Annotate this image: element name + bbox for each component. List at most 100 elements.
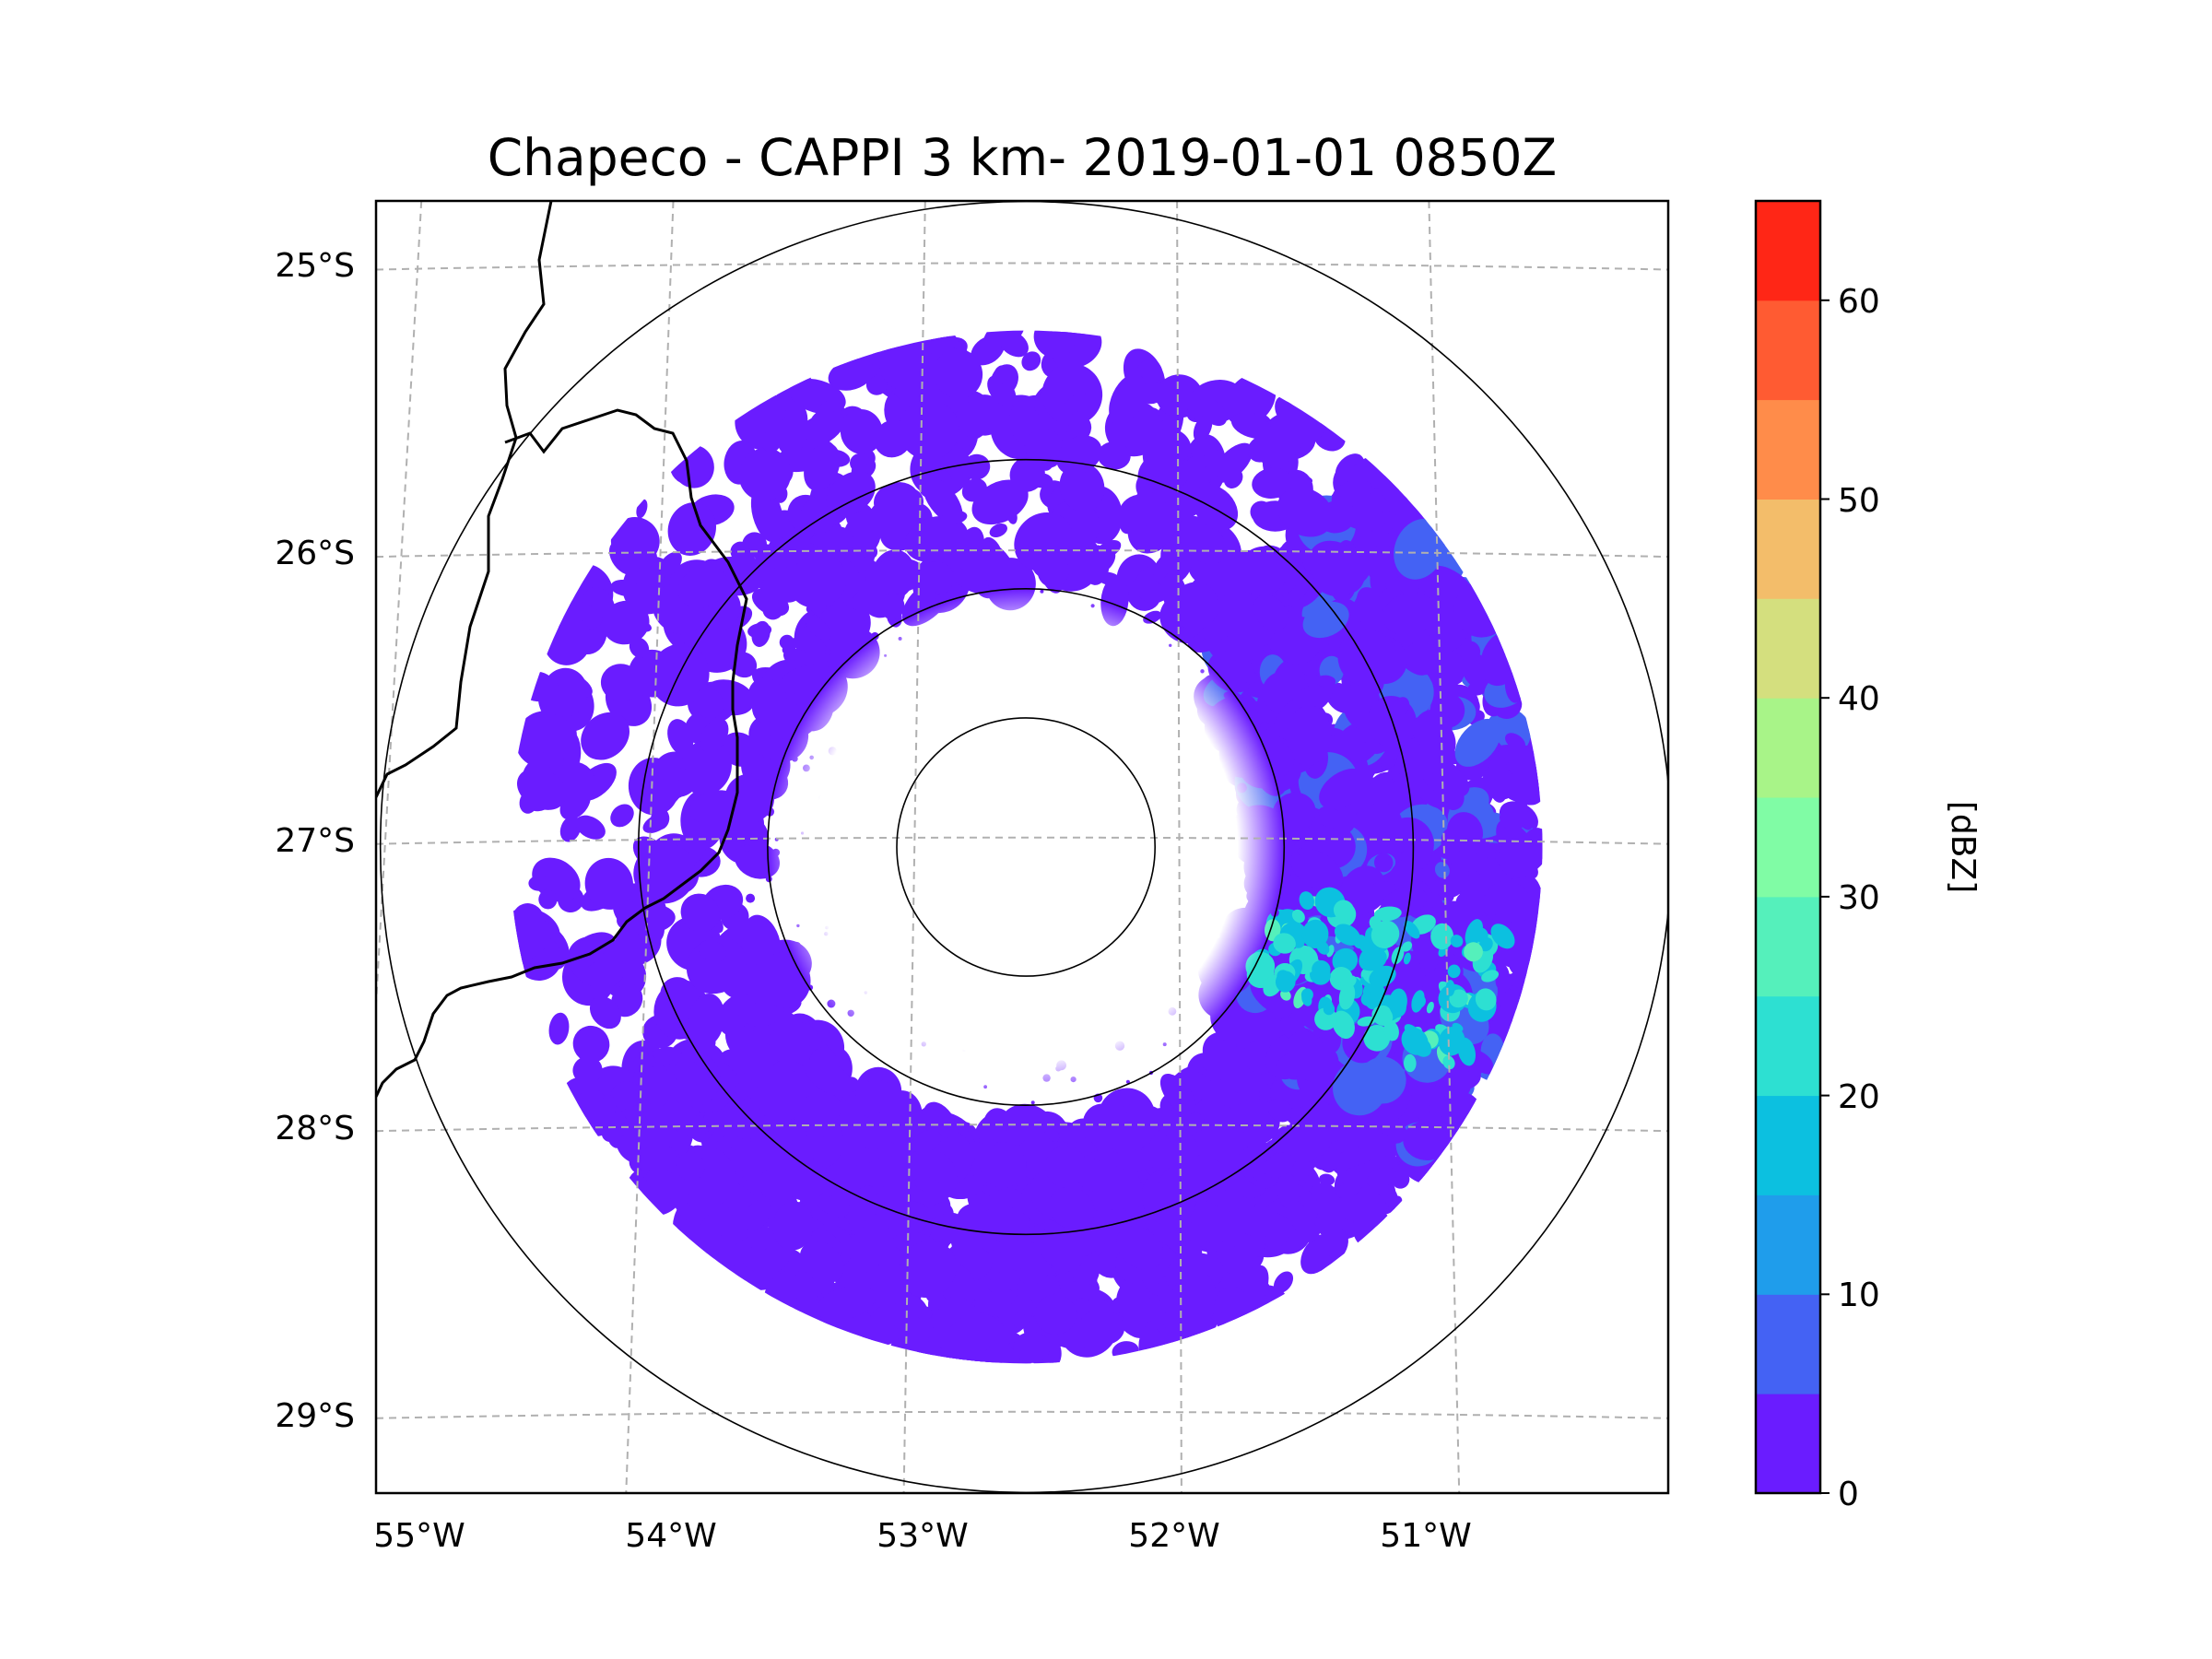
echo-cell	[641, 1062, 672, 1108]
colorbar-segment	[1756, 201, 1820, 301]
echo-speckle	[1260, 721, 1269, 731]
echo-cell	[1172, 1270, 1217, 1321]
echo-cell	[1232, 1206, 1274, 1238]
colorbar-segment	[1756, 1394, 1820, 1494]
lat-gridline	[376, 1410, 1668, 1419]
echo-cell	[988, 1269, 1020, 1293]
echo-speckle	[809, 1019, 813, 1024]
longitude-tick-labels: 55°W 54°W 53°W 52°W 51°W	[373, 1517, 1471, 1555]
echo-cell	[1159, 1074, 1196, 1115]
echo-speckle	[821, 678, 827, 683]
colorbar-segment	[1756, 399, 1820, 500]
echo-cell	[804, 1058, 854, 1097]
echo-cell	[799, 1241, 844, 1284]
echo-speckle	[755, 779, 759, 783]
chart-title: Chapeco - CAPPI 3 km- 2019-01-01 0850Z	[488, 128, 1557, 187]
echo-cell	[618, 1134, 639, 1159]
lon-tick-label: 53°W	[877, 1517, 968, 1555]
colorbar-tick-labels: 0 10 20 30 40 50 60	[1838, 283, 1880, 1513]
colorbar-label: [dBZ]	[1944, 801, 1982, 893]
echo-speckle	[759, 864, 769, 875]
echo-cell	[1096, 1109, 1144, 1152]
echo-cell	[1035, 1294, 1077, 1335]
lat-tick-label: 28°S	[275, 1110, 355, 1147]
lon-tick-label: 51°W	[1380, 1517, 1471, 1555]
echo-cell	[1267, 1099, 1293, 1123]
echo-cell	[1263, 1152, 1294, 1178]
echo-cell	[673, 1114, 712, 1135]
colorbar-tick-label: 20	[1838, 1078, 1880, 1116]
lat-gridline	[376, 262, 1668, 271]
echo-cell	[1366, 1167, 1397, 1189]
echo-cell	[610, 1081, 641, 1110]
echo-cell	[1248, 1164, 1262, 1179]
echo-cell	[1312, 1155, 1334, 1171]
echo-speckle	[935, 590, 941, 595]
latitude-tick-labels: 25°S 26°S 27°S 28°S 29°S	[275, 247, 355, 1435]
lat-tick-label: 29°S	[275, 1397, 355, 1435]
echo-cell	[1011, 1312, 1025, 1325]
echo-cell	[899, 1241, 957, 1298]
echo-cell	[1078, 1309, 1125, 1346]
echo-cell	[914, 1176, 942, 1194]
echo-cell	[1109, 1164, 1144, 1212]
echo-cell	[817, 1285, 877, 1321]
echo-cell	[772, 1201, 814, 1251]
colorbar-segment	[1756, 1095, 1820, 1195]
echo-cell	[816, 1230, 843, 1255]
echo-cell	[548, 1012, 570, 1045]
colorbar-segment	[1756, 300, 1820, 401]
colorbar: 0 10 20 30 40 50 60 [dBZ]	[1754, 199, 1982, 1513]
colorbar-segment	[1756, 499, 1820, 599]
lon-tick-label: 54°W	[625, 1517, 716, 1555]
echo-cell	[1319, 1173, 1335, 1186]
echo-cell	[672, 1190, 689, 1206]
echo-cell	[794, 1092, 841, 1132]
echo-cell	[743, 1199, 771, 1231]
radar-echoes	[509, 330, 1543, 1364]
colorbar-tick-label: 10	[1838, 1277, 1880, 1314]
colorbar-tick-label: 50	[1838, 482, 1880, 520]
echo-speckle	[746, 893, 756, 903]
echo-cell	[1116, 1146, 1147, 1172]
lat-tick-label: 26°S	[275, 535, 355, 572]
echo-cell	[1215, 1286, 1247, 1315]
echo-cell	[727, 1098, 758, 1140]
echo-cell	[1201, 1105, 1244, 1163]
country-border-paraguay-argentina	[376, 201, 553, 798]
echo-cell	[610, 804, 634, 828]
lat-tick-label: 27°S	[275, 822, 355, 860]
echo-cell	[1116, 1226, 1164, 1270]
colorbar-segment	[1756, 1194, 1820, 1295]
echo-cell	[626, 1112, 649, 1134]
echo-cell	[1341, 1168, 1363, 1190]
echo-cell	[590, 1095, 617, 1133]
colorbar-segment	[1756, 1294, 1820, 1394]
colorbar-tick-label: 40	[1838, 680, 1880, 718]
echo-cell	[1069, 1208, 1117, 1257]
echo-cell	[941, 1312, 998, 1362]
echo-cell	[676, 1151, 705, 1182]
echo-cell	[636, 499, 648, 519]
lat-tick-label: 25°S	[275, 247, 355, 285]
colorbar-segment	[1756, 598, 1820, 699]
echo-cell	[1147, 1125, 1199, 1180]
echo-cell	[1273, 1271, 1294, 1293]
colorbar-tick-label: 0	[1838, 1476, 1859, 1513]
colorbar-tick-label: 30	[1838, 879, 1880, 917]
echo-cell	[1186, 1154, 1213, 1197]
echo-cell	[785, 1124, 807, 1143]
echo-cell	[673, 1059, 702, 1087]
lon-tick-label: 52°W	[1128, 1517, 1219, 1555]
echo-speckle	[1297, 848, 1305, 856]
lon-gridline	[376, 201, 423, 1020]
colorbar-tick-marks	[1820, 299, 1830, 1494]
colorbar-segment	[1756, 797, 1820, 898]
echo-cell	[916, 1306, 933, 1321]
echo-cell	[1348, 1191, 1387, 1229]
map-plot-area	[376, 201, 1668, 1493]
echo-speckle	[1180, 626, 1184, 631]
colorbar-segments	[1756, 201, 1820, 1494]
echo-cell	[1277, 1172, 1300, 1209]
echo-cell	[672, 444, 714, 488]
